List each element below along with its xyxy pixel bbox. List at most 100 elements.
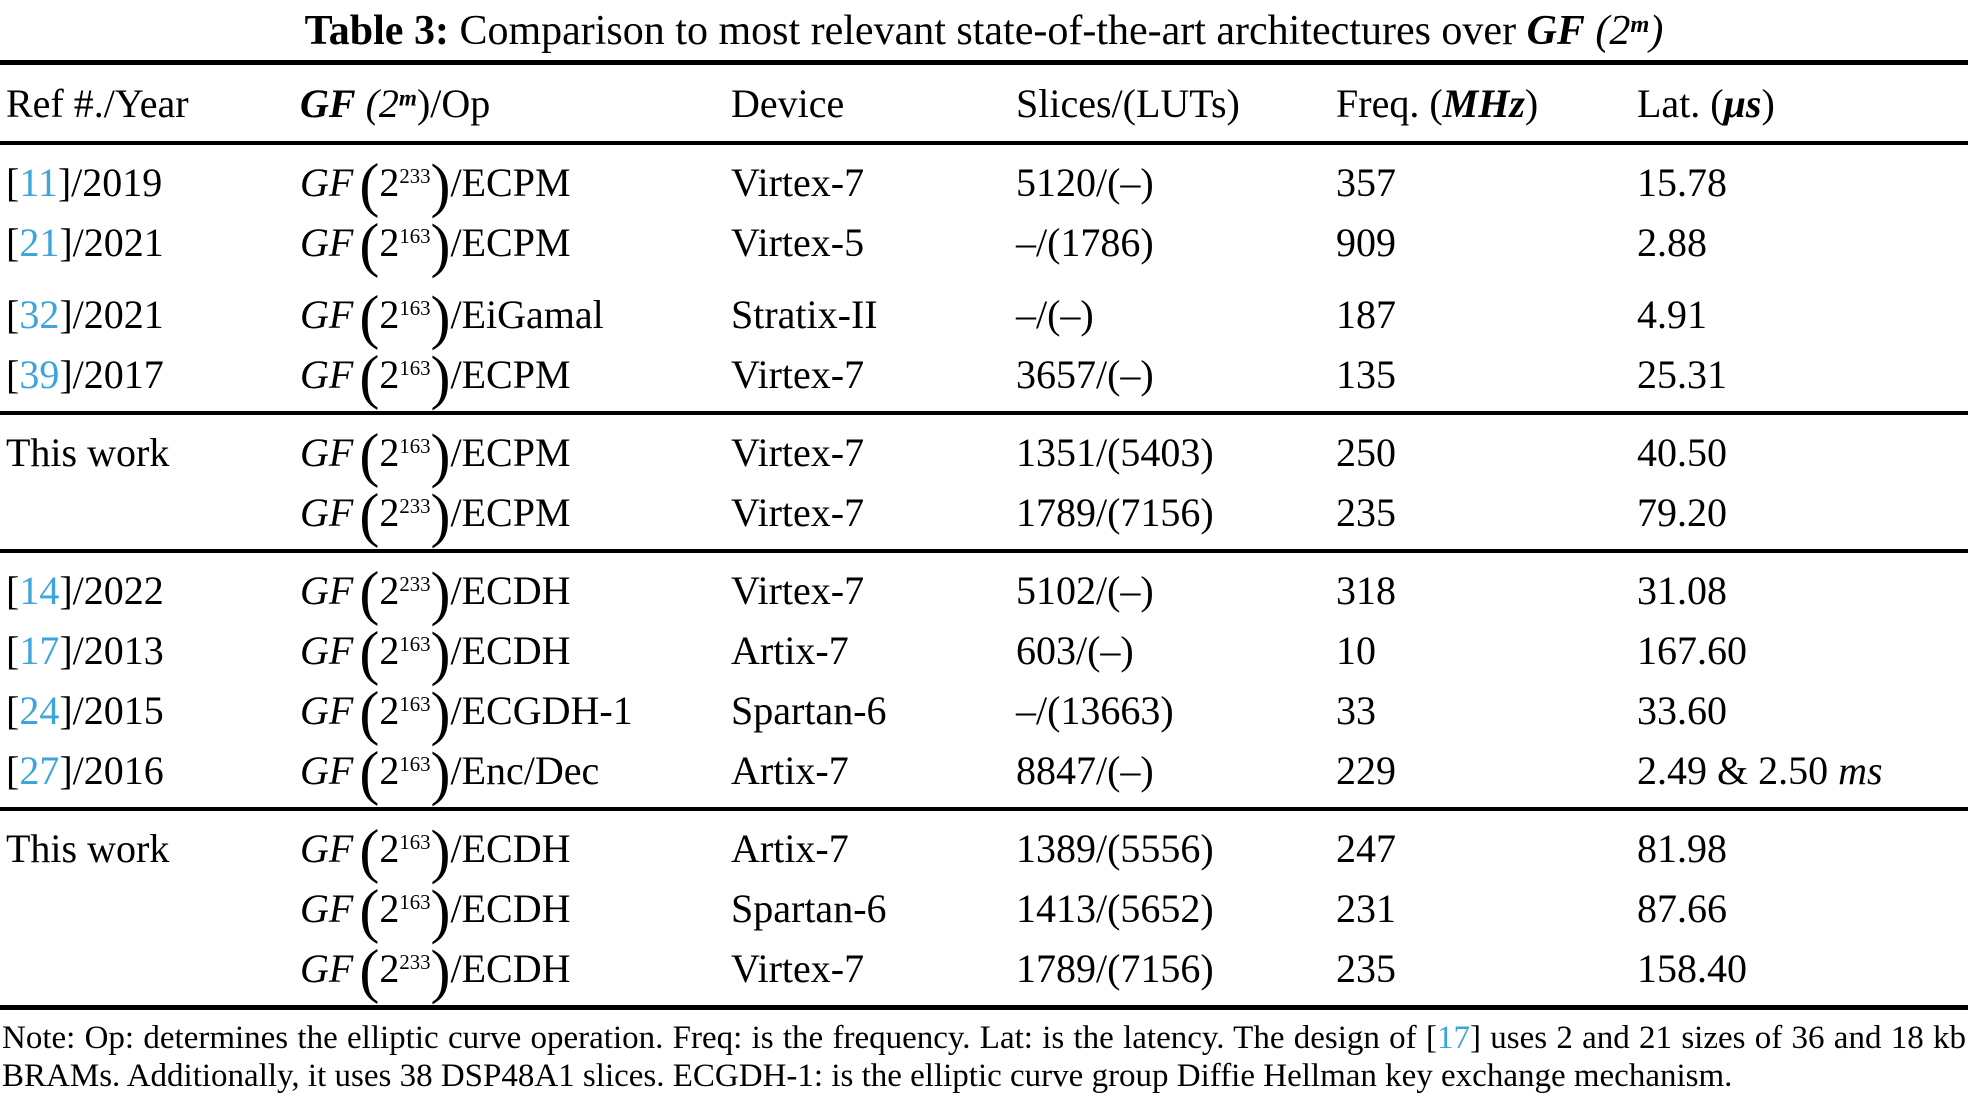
gf-exponent: 163 xyxy=(399,830,431,854)
lat-cell: 2.49 & 2.50 ms xyxy=(1637,747,1883,793)
device-cell: Virtex-7 xyxy=(731,489,865,535)
citation-link[interactable]: 17 xyxy=(19,627,60,673)
table-row: [24]/2015 GF (2163)/ECGDH-1 Spartan-6 –/(… xyxy=(0,680,1968,747)
gf-exponent: 233 xyxy=(399,164,431,188)
citation-link[interactable]: 14 xyxy=(19,567,60,613)
table-row: [11]/2019 GF (2233)/ECPM Virtex-7 5120/(–… xyxy=(0,152,1968,219)
operation: /ECPM xyxy=(450,489,571,535)
gf-exponent: 233 xyxy=(399,572,431,596)
slices-cell: –/(1786) xyxy=(1016,219,1154,265)
slices-cell: 3657/(–) xyxy=(1016,351,1154,397)
lat-cell: 40.50 xyxy=(1637,429,1727,475)
freq-cell: 357 xyxy=(1336,159,1396,205)
table-row: GF (2233)/ECDH Virtex-7 1789/(7156) 235 1… xyxy=(0,938,1968,1001)
section-thiswork-ecpm: This work GF (2163)/ECPM Virtex-7 1351/(5… xyxy=(0,415,1968,549)
ref-cell: [14]/2022 xyxy=(6,567,164,613)
table-rule-top xyxy=(0,60,1968,65)
citation-link[interactable]: 17 xyxy=(1436,1020,1470,1056)
gf-op-cell: GF (2163)/EiGamal xyxy=(300,284,604,351)
lat-cell: 15.78 xyxy=(1637,159,1727,205)
header-gf-op: GF (2m)/Op xyxy=(300,80,491,126)
gf-op-cell: GF (2233)/ECPM xyxy=(300,152,571,219)
operation: /ECGDH-1 xyxy=(450,687,633,733)
table-row: GF (2233)/ECPM Virtex-7 1789/(7156) 235 7… xyxy=(0,482,1968,549)
lat-cell: 33.60 xyxy=(1637,687,1727,733)
table-rule-section xyxy=(0,807,1968,811)
table-row: This work GF (2163)/ECPM Virtex-7 1351/(5… xyxy=(0,422,1968,489)
gf-exponent: 163 xyxy=(399,752,431,776)
device-cell: Virtex-7 xyxy=(731,351,865,397)
caption-gf-open: (2 xyxy=(1584,8,1631,54)
freq-cell: 235 xyxy=(1336,489,1396,535)
lat-cell: 81.98 xyxy=(1637,825,1727,871)
freq-cell: 909 xyxy=(1336,219,1396,265)
ref-cell: [11]/2019 xyxy=(6,159,163,205)
table-row: [32]/2021 GF (2163)/EiGamal Stratix-II –/… xyxy=(0,284,1968,351)
gf-op-cell: GF (2163)/ECDH xyxy=(300,878,571,945)
citation-link[interactable]: 27 xyxy=(19,747,60,793)
ref-cell: [17]/2013 xyxy=(6,627,164,673)
gf-op-cell: GF (2163)/ECPM xyxy=(300,422,571,489)
ref-cell: This work xyxy=(6,825,170,871)
table-row: [39]/2017 GF (2163)/ECPM Virtex-7 3657/(–… xyxy=(0,344,1968,407)
lat-cell: 2.88 xyxy=(1637,219,1707,265)
citation-link[interactable]: 39 xyxy=(19,351,60,397)
operation: /ECPM xyxy=(450,219,571,265)
lat-cell: 158.40 xyxy=(1637,945,1747,991)
table-rule-below-header xyxy=(0,141,1968,145)
citation-link[interactable]: 11 xyxy=(19,159,58,205)
caption-text: Comparison to most relevant state-of-the… xyxy=(448,8,1527,54)
freq-cell: 318 xyxy=(1336,567,1396,613)
table-caption: Table 3: Comparison to most relevant sta… xyxy=(0,0,1968,60)
footnote-text: Note: Op: determines the elliptic curve … xyxy=(2,1020,1437,1056)
slices-cell: 1351/(5403) xyxy=(1016,429,1214,475)
ref-cell: [21]/2021 xyxy=(6,219,164,265)
device-cell: Artix-7 xyxy=(731,627,849,673)
table-row: GF (2163)/ECDH Spartan-6 1413/(5652) 231 … xyxy=(0,878,1968,945)
section-related-ecpm: [11]/2019 GF (2233)/ECPM Virtex-7 5120/(–… xyxy=(0,145,1968,411)
table-header-row: Ref #./Year GF (2m)/Op Device Slices/(LU… xyxy=(0,65,1968,141)
citation-link[interactable]: 32 xyxy=(19,291,60,337)
freq-cell: 250 xyxy=(1336,429,1396,475)
device-cell: Stratix-II xyxy=(731,291,878,337)
slices-cell: 5102/(–) xyxy=(1016,567,1154,613)
slices-cell: –/(–) xyxy=(1016,291,1094,337)
gf-op-cell: GF (2233)/ECPM xyxy=(300,482,571,549)
freq-cell: 229 xyxy=(1336,747,1396,793)
gf-op-cell: GF (2163)/ECGDH-1 xyxy=(300,680,633,747)
freq-cell: 187 xyxy=(1336,291,1396,337)
caption-gf: GF xyxy=(1526,8,1585,54)
gf-op-cell: GF (2163)/Enc/Dec xyxy=(300,740,600,807)
device-cell: Virtex-7 xyxy=(731,159,865,205)
lat-cell: 31.08 xyxy=(1637,567,1727,613)
citation-link[interactable]: 24 xyxy=(19,687,60,733)
slices-cell: 603/(–) xyxy=(1016,627,1134,673)
gf-exponent: 163 xyxy=(399,356,431,380)
lat-cell: 25.31 xyxy=(1637,351,1727,397)
ref-cell: [32]/2021 xyxy=(6,291,164,337)
gf-exponent: 163 xyxy=(399,890,431,914)
device-cell: Virtex-7 xyxy=(731,567,865,613)
ref-cell: [39]/2017 xyxy=(6,351,164,397)
gf-exponent: 163 xyxy=(399,632,431,656)
operation: /ECDH xyxy=(450,567,571,613)
slices-cell: 1413/(5652) xyxy=(1016,885,1214,931)
lat-cell: 4.91 xyxy=(1637,291,1707,337)
operation: /ECDH xyxy=(450,945,571,991)
freq-cell: 231 xyxy=(1336,885,1396,931)
operation: /EiGamal xyxy=(450,291,604,337)
table-footnote: Note: Op: determines the elliptic curve … xyxy=(0,1019,1968,1095)
table-row: [14]/2022 GF (2233)/ECDH Virtex-7 5102/(–… xyxy=(0,560,1968,623)
footnote-text: ] uses 2 and 21 sizes of 36 and 18 kb BR… xyxy=(2,1020,1966,1094)
operation: /ECDH xyxy=(450,825,571,871)
gf-exponent: 163 xyxy=(399,692,431,716)
table-row: [21]/2021 GF (2163)/ECPM Virtex-5 –/(1786… xyxy=(0,212,1968,275)
ref-cell: [24]/2015 xyxy=(6,687,164,733)
citation-link[interactable]: 21 xyxy=(19,219,60,265)
operation: /ECPM xyxy=(450,351,571,397)
slices-cell: 8847/(–) xyxy=(1016,747,1154,793)
device-cell: Virtex-5 xyxy=(731,219,865,265)
gf-exponent: 233 xyxy=(399,950,431,974)
lat-cell: 167.60 xyxy=(1637,627,1747,673)
header-frequency: Freq. (MHz) xyxy=(1336,80,1539,126)
